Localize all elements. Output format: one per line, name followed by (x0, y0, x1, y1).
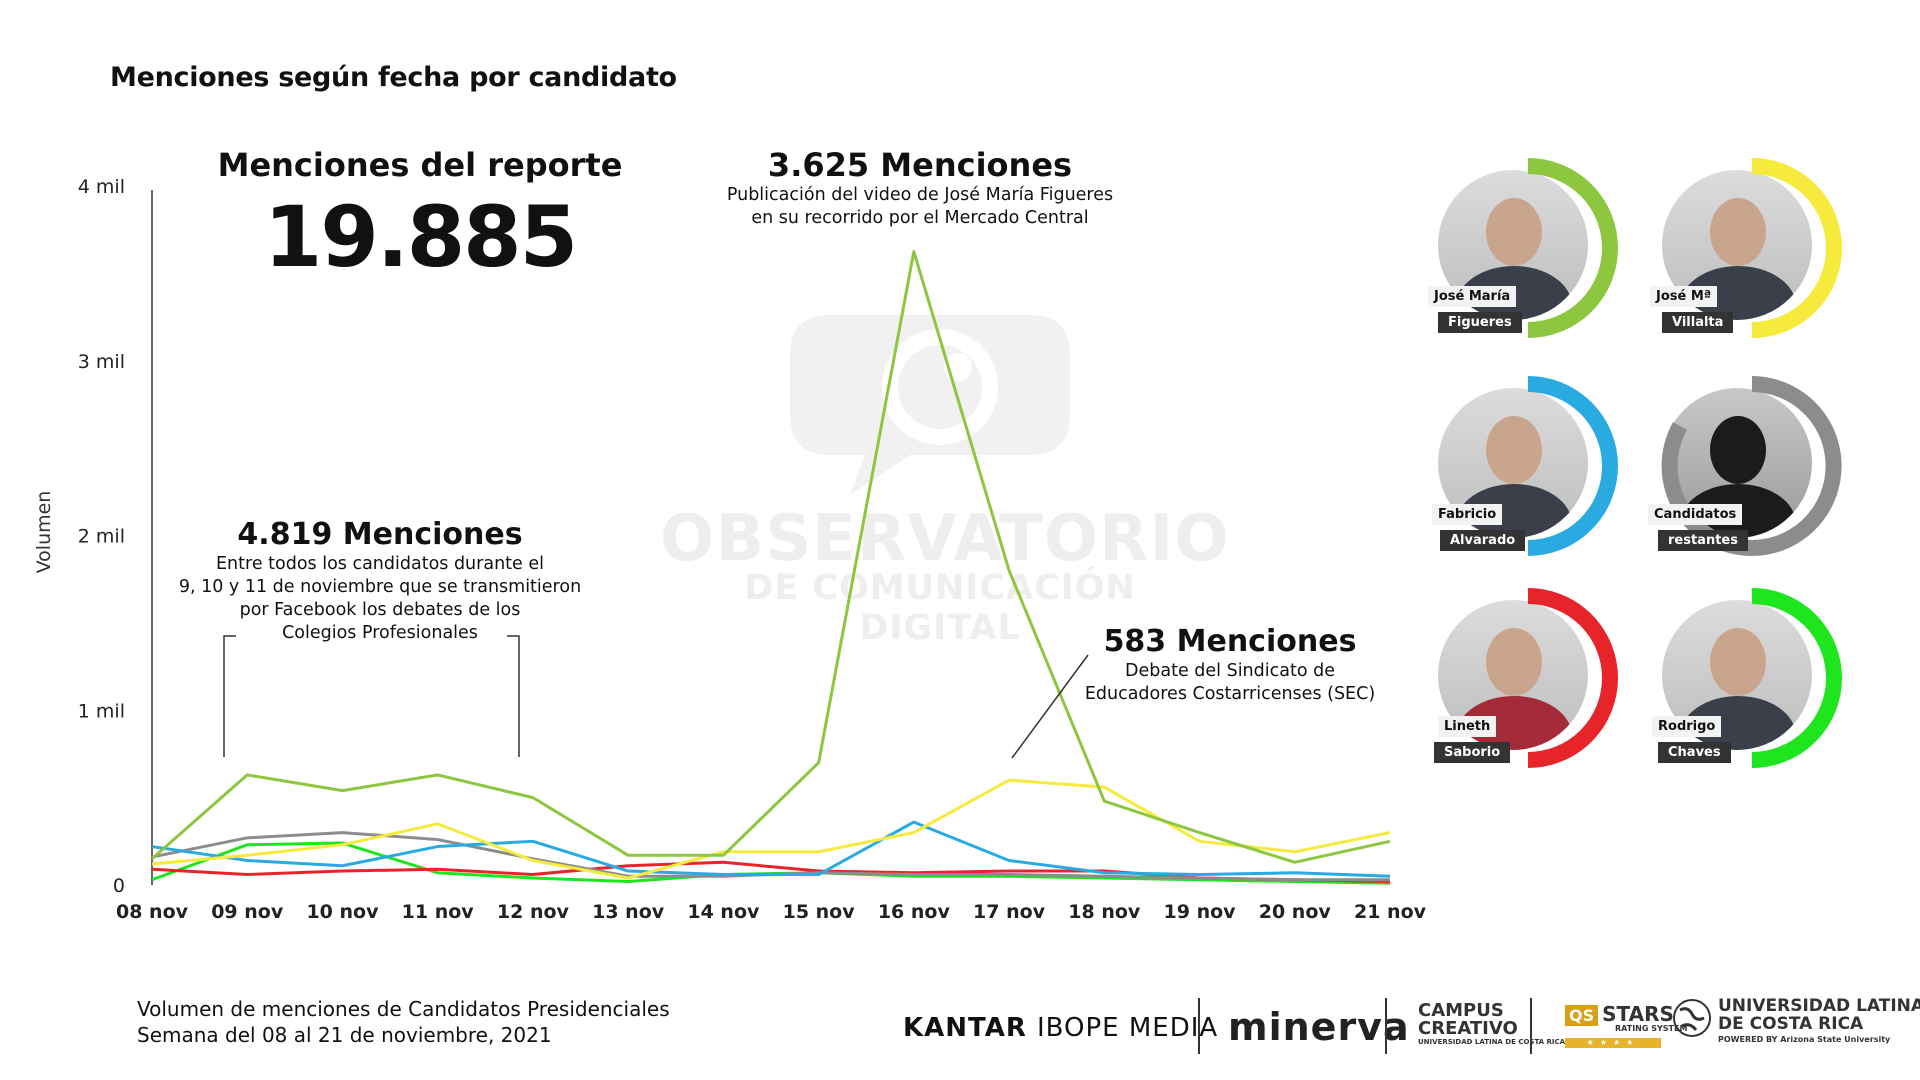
footer-caption-line2: Semana del 08 al 21 de noviembre, 2021 (137, 1023, 552, 1047)
candidate-photo-head (1710, 416, 1766, 484)
x-tick-label: 11 nov (402, 901, 475, 923)
ulatina-logo-line1: UNIVERSIDAD LATINA (1718, 996, 1920, 1016)
campus-logo-line2: CREATIVO (1418, 1018, 1518, 1039)
y-tick-label: 3 mil (78, 351, 125, 373)
watermark-line1: OBSERVATORIO (660, 502, 1230, 576)
debates-annotation-heading: 4.819 Menciones (237, 517, 523, 552)
debates-annotation-line: Colegios Profesionales (282, 623, 478, 643)
debates-annotation-line: Entre todos los candidatos durante el (216, 554, 544, 574)
logo-divider (1198, 998, 1200, 1054)
share-ring-icon (1751, 158, 1842, 338)
candidate-last-name: Villalta (1662, 312, 1734, 333)
sec-annotation-text: Debate del Sindicato de Educadores Costa… (1060, 660, 1400, 706)
watermark-logo-icon (790, 315, 1070, 495)
ulatina-logo-line2: DE COSTA RICA (1718, 1014, 1864, 1034)
y-tick-label: 2 mil (78, 526, 125, 548)
candidate-card-villalta: José Mª Villalta (1650, 140, 1862, 340)
x-tick-label: 16 nov (878, 901, 951, 923)
debates-annotation-text: Entre todos los candidatos durante el 9,… (150, 553, 610, 645)
candidate-last-name: restantes (1658, 530, 1748, 551)
y-axis-label: Volumen (33, 491, 55, 574)
x-tick-label: 08 nov (116, 901, 189, 923)
sec-annotation-line: Educadores Costarricenses (SEC) (1084, 684, 1376, 704)
campus-logo-subtitle: UNIVERSIDAD LATINA DE COSTA RICA (1418, 1038, 1566, 1046)
candidate-card-chaves: Rodrigo Chaves (1652, 570, 1862, 770)
peak-annotation-line: en su recorrido por el Mercado Central (751, 208, 1089, 228)
series-line (151, 778, 1391, 880)
peak-annotation-text: Publicación del video de José María Figu… (670, 184, 1170, 230)
x-tick-label: 13 nov (592, 901, 665, 923)
y-tick-label: 4 mil (78, 176, 125, 198)
candidate-photo-head (1486, 198, 1542, 266)
minerva-logo: minerva (1228, 1005, 1410, 1049)
debates-annotation-line: por Facebook los debates de los (239, 600, 521, 620)
candidate-first-name: Candidatos (1648, 504, 1743, 525)
candidate-last-name: Saborio (1434, 742, 1511, 763)
peak-annotation-line: Publicación del video de José María Figu… (726, 185, 1114, 205)
candidate-photo-head (1710, 198, 1766, 266)
peak-annotation-heading: 3.625 Menciones (767, 146, 1073, 184)
stars-rating-bar: ★★★★ (1565, 1038, 1661, 1048)
candidate-card-restantes: Candidatos restantes (1648, 358, 1862, 558)
y-tick-label: 0 (113, 875, 125, 897)
candidate-first-name: José Mª (1650, 286, 1718, 307)
share-ring-icon (1527, 588, 1618, 768)
series-line (151, 820, 1391, 878)
y-tick-label: 1 mil (78, 700, 125, 722)
x-tick-label: 09 nov (211, 901, 284, 923)
globe-icon (1673, 999, 1711, 1037)
candidate-photo-head (1486, 628, 1542, 696)
sec-annotation-line: Debate del Sindicato de (1125, 661, 1335, 681)
share-ring-icon (1527, 158, 1618, 338)
candidate-last-name: Figueres (1438, 312, 1522, 333)
ulatina-logo-subtitle: POWERED BY Arizona State University (1718, 1035, 1891, 1044)
x-tick-label: 19 nov (1164, 901, 1237, 923)
stars-title: STARS (1602, 1002, 1674, 1026)
page-title: Menciones según fecha por candidato (110, 62, 677, 93)
x-tick-label: 14 nov (687, 901, 760, 923)
sec-pointer-line (1011, 654, 1089, 759)
candidate-first-name: José María (1428, 286, 1517, 307)
x-tick-label: 20 nov (1259, 901, 1332, 923)
x-tick-label: 10 nov (306, 901, 379, 923)
share-ring-icon (1661, 376, 1842, 556)
x-tick-label: 12 nov (497, 901, 570, 923)
watermark-line2: DE COMUNICACIÓN DIGITAL (744, 568, 1136, 648)
candidate-first-name: Fabricio (1432, 504, 1503, 525)
x-tick-label: 15 nov (783, 901, 856, 923)
debate-bracket-right (507, 635, 520, 757)
candidate-first-name: Lineth (1438, 716, 1497, 737)
logo-divider (1385, 998, 1387, 1054)
x-tick-label: 17 nov (973, 901, 1046, 923)
candidate-card-figueres: José María Figueres (1428, 140, 1638, 340)
candidate-photo-head (1710, 628, 1766, 696)
candidate-card-saborio: Lineth Saborio (1428, 570, 1638, 770)
stars-subtitle: RATING SYSTEM (1615, 1024, 1688, 1033)
qs-stars-logo: QS STARS (1565, 1002, 1674, 1026)
sec-annotation-heading: 583 Menciones (1103, 624, 1357, 659)
kantar-logo-light: IBOPE MEDIA (1036, 1013, 1219, 1043)
share-ring-icon (1527, 376, 1618, 556)
footer-caption-line1: Volumen de menciones de Candidatos Presi… (137, 997, 670, 1021)
campus-logo-line1: CAMPUS (1418, 1000, 1504, 1021)
candidate-first-name: Rodrigo (1652, 716, 1722, 737)
candidate-photo-head (1486, 416, 1542, 484)
kantar-ibope-logo: KANTAR IBOPE MEDIA (903, 1013, 1218, 1043)
campus-creativo-logo: CAMPUS CREATIVO (1418, 1002, 1518, 1038)
share-ring-icon (1751, 588, 1842, 768)
total-mentions-label: Menciones del reporte (217, 146, 623, 184)
debates-annotation-line: 9, 10 y 11 de noviembre que se transmiti… (178, 577, 582, 597)
candidate-last-name: Chaves (1658, 742, 1731, 763)
x-tick-label: 21 nov (1354, 901, 1427, 923)
x-tick-label: 18 nov (1068, 901, 1141, 923)
kantar-logo-bold: KANTAR (903, 1013, 1027, 1043)
total-mentions-value: 19.885 (263, 188, 578, 286)
candidate-card-alvarado: Fabricio Alvarado (1428, 358, 1638, 558)
qs-badge: QS (1565, 1005, 1599, 1026)
logo-divider (1530, 998, 1532, 1054)
series-line (151, 250, 1391, 864)
candidate-last-name: Alvarado (1440, 530, 1526, 551)
debate-bracket-left (223, 635, 236, 757)
